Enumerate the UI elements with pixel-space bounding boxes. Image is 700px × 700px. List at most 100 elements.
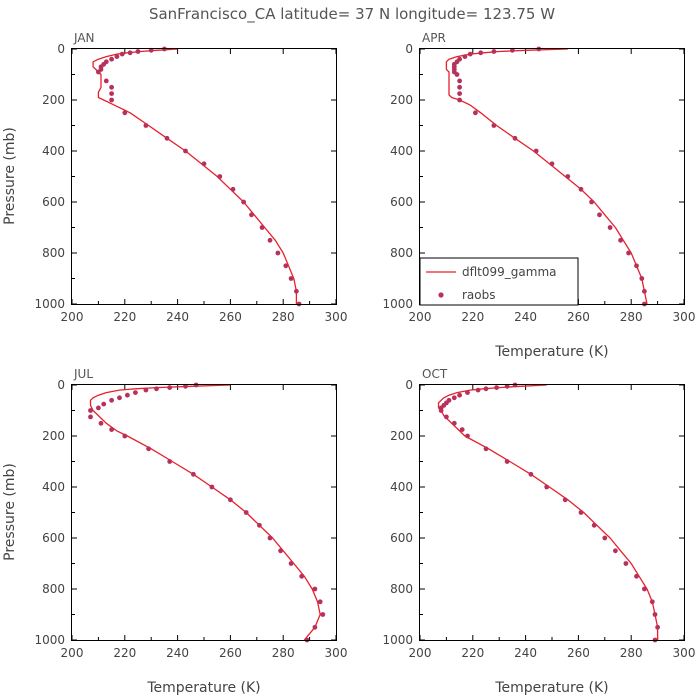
plot-frame-jan [71,48,337,305]
ytick-label-jul: 200 [42,429,65,443]
raobs-point-oct [652,612,658,617]
ytick-label-jan: 1000 [34,297,65,311]
xtick-label-apr: 200 [409,310,432,324]
ytick-label-oct: 200 [390,429,413,443]
raobs-point-oct [438,408,444,413]
raobs-point-oct [483,446,489,452]
ytick-label-jan: 600 [42,195,65,209]
raobs-point-apr [618,237,623,243]
raobs-point-jul [101,401,107,407]
model-line-jul [89,384,321,641]
raobs-point-jul [267,535,273,541]
raobs-point-oct [451,395,457,401]
raobs-point-jul [317,599,323,605]
ytick-label-jul: 600 [42,531,65,545]
xtick-label-jul: 260 [219,646,242,660]
raobs-point-jan [103,78,109,84]
raobs-point-apr [639,276,645,281]
xtick-label-apr: 280 [620,310,643,324]
ytick-label-apr: 0 [405,42,413,56]
raobs-point-oct [465,390,470,395]
raobs-point-jan [230,186,236,192]
panel-jul: JUL 200 220 240 260 280 30002004006008001000 … [2,367,347,696]
raobs-point-jan [109,84,114,90]
raobs-point-oct [544,484,550,490]
raobs-point-jul [167,385,173,390]
raobs-point-apr [462,54,468,59]
raobs-point-oct [504,383,510,389]
raobs-point-oct [655,624,660,630]
raobs-point-apr [597,212,602,218]
raobs-point-jul [288,561,294,566]
raobs-point-apr [626,250,631,256]
raobs-point-jan [201,161,207,167]
raobs-point-jul [109,427,114,432]
raobs-point-oct [528,471,534,477]
panel-oct: OCT 200 220 240 260 280 30002004006008001000 … [382,367,695,696]
raobs-point-jul [243,510,249,515]
raobs-point-jan [114,54,120,59]
ytick-label-oct: 800 [390,582,413,596]
raobs-point-jan [275,250,281,256]
raobs-point-jul [320,612,326,617]
raobs-point-jul [167,459,173,464]
raobs-point-jan [109,91,114,96]
xtick-label-oct: 280 [620,646,643,660]
model-line-oct [437,384,659,640]
raobs-point-jul [96,405,101,411]
raobs-point-jan [148,47,154,53]
xtick-label-oct: 300 [673,646,696,660]
xtick-label-oct: 220 [461,646,484,660]
raobs-point-jan [283,263,289,269]
legend-box [419,257,579,306]
raobs-point-oct [459,427,465,432]
raobs-point-oct [578,510,584,515]
raobs-point-oct [642,586,647,592]
raobs-point-oct [457,392,462,398]
ytick-label-oct: 600 [390,531,413,545]
raobs-point-jan [143,123,149,128]
xtick-label-apr: 300 [673,310,696,324]
xtick-label-jan: 260 [219,310,242,324]
raobs-point-jul [117,395,122,401]
raobs-point-apr [510,47,515,53]
raobs-point-jul [98,420,104,426]
xtick-label-jul: 300 [325,646,348,660]
ytick-label-apr: 200 [390,93,413,107]
panel-jan: JAN 200 220 240 260 280 30002004006008001000 … [2,31,347,324]
ytick-label-apr: 600 [390,195,413,209]
raobs-point-oct [602,535,608,541]
raobs-point-oct [591,522,597,528]
raobs-point-apr [533,148,539,154]
ytick-label-jan: 800 [42,246,65,260]
raobs-point-jul [312,624,318,630]
panel-apr: APR 200 220 240 260 280 30002004006008001000 … [382,31,695,360]
raobs-point-apr [491,49,497,54]
raobs-point-jan [241,199,247,205]
raobs-point-jan [122,110,128,116]
xtick-label-jul: 240 [166,646,189,660]
raobs-point-jul [146,446,152,452]
ylabel-jul: Pressure (mb) [2,463,18,561]
raobs-point-oct [483,386,489,392]
ytick-label-apr: 400 [390,144,413,158]
raobs-point-jan [96,69,101,75]
raobs-point-oct [634,573,639,579]
raobs-point-apr [512,135,518,141]
raobs-point-jan [135,49,141,54]
raobs-point-apr [457,78,462,84]
raobs-point-apr [478,50,484,56]
raobs-point-jan [217,174,223,179]
raobs-point-jan [259,225,265,230]
ytick-label-jul: 0 [57,378,65,392]
xtick-label-oct: 260 [567,646,590,660]
ytick-label-jan: 400 [42,144,65,158]
ytick-label-jul: 400 [42,480,65,494]
raobs-point-apr [642,288,647,294]
raobs-point-jul [228,497,233,503]
raobs-point-apr [457,84,462,90]
raobs-point-oct [613,548,618,554]
raobs-point-jan [164,135,170,141]
raobs-point-apr [454,72,460,77]
